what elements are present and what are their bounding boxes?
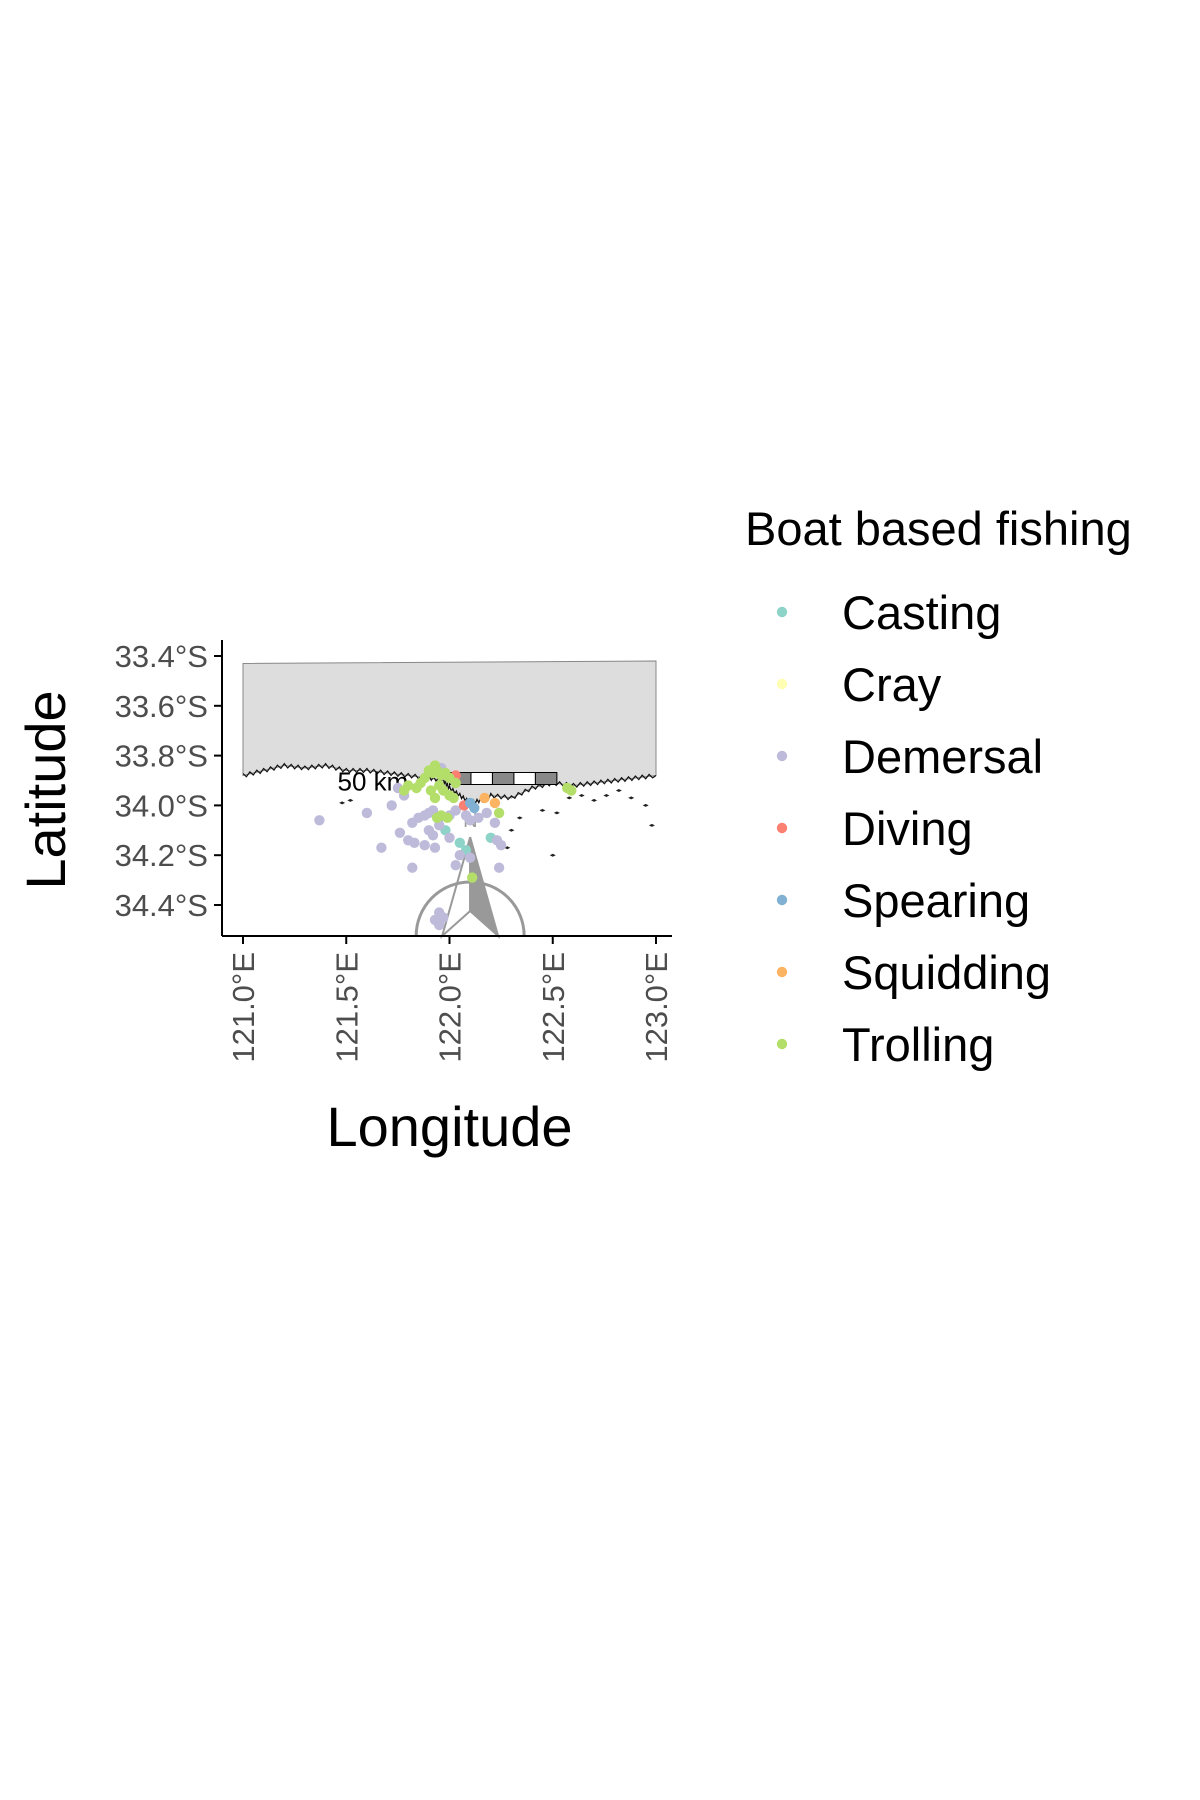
data-point-squidding bbox=[489, 797, 501, 809]
y-axis-title: Latitude bbox=[14, 690, 77, 889]
data-point-demersal bbox=[409, 837, 420, 848]
x-tick-label: 123.0°E bbox=[639, 952, 674, 1063]
legend-title: Boat based fishing bbox=[745, 502, 1132, 555]
point-layer bbox=[314, 760, 577, 931]
axes: 33.4°S 33.6°S 33.8°S 34.0°S 34.2°S 34.4°S 121.… bbox=[14, 639, 674, 1158]
scale-bar-segment bbox=[470, 772, 493, 785]
island bbox=[603, 793, 610, 797]
data-point-demersal bbox=[489, 817, 501, 828]
data-point-demersal bbox=[495, 840, 507, 851]
coastline-islands bbox=[339, 788, 655, 857]
x-tick-label: 121.0°E bbox=[226, 952, 261, 1063]
data-point-trolling bbox=[450, 777, 461, 789]
scale-bar-segment bbox=[534, 772, 558, 785]
legend-key-cray bbox=[776, 678, 788, 690]
data-point-trolling bbox=[467, 872, 478, 883]
island bbox=[591, 798, 598, 802]
data-point-demersal bbox=[419, 840, 430, 851]
y-tick-label: 34.0°S bbox=[115, 788, 208, 823]
data-point-demersal bbox=[376, 842, 387, 853]
x-tick-label: 121.5°E bbox=[329, 952, 364, 1063]
data-point-trolling bbox=[566, 785, 577, 796]
legend-key-trolling bbox=[776, 1038, 788, 1050]
data-point-trolling bbox=[411, 782, 422, 794]
data-point-demersal bbox=[450, 805, 461, 816]
y-tick-label: 34.2°S bbox=[115, 838, 208, 873]
y-tick-label: 34.4°S bbox=[115, 888, 208, 923]
y-tick-label: 33.6°S bbox=[115, 689, 208, 724]
island bbox=[578, 793, 585, 797]
data-point-demersal bbox=[493, 862, 505, 873]
data-point-trolling bbox=[429, 760, 441, 771]
data-point-squidding bbox=[479, 792, 490, 804]
data-point-demersal bbox=[361, 807, 373, 819]
legend-key-diving bbox=[776, 822, 788, 834]
legend-label-casting: Casting bbox=[842, 586, 1001, 639]
scale-bar-segment bbox=[491, 772, 515, 785]
legend-label-demersal: Demersal bbox=[842, 730, 1043, 783]
scale-bar-segment bbox=[513, 772, 536, 785]
data-point-demersal bbox=[429, 842, 441, 853]
island bbox=[566, 796, 573, 800]
legend-label-diving: Diving bbox=[842, 802, 973, 855]
island bbox=[549, 853, 556, 857]
island bbox=[516, 816, 523, 820]
legend-label-trolling: Trolling bbox=[842, 1018, 994, 1071]
legend-label-squidding: Squidding bbox=[842, 946, 1051, 999]
data-point-demersal bbox=[386, 800, 397, 811]
island bbox=[508, 828, 515, 832]
data-point-demersal bbox=[473, 812, 484, 823]
legend-key-demersal bbox=[776, 750, 788, 762]
data-point-trolling bbox=[448, 792, 459, 804]
island bbox=[553, 811, 560, 815]
legend-key-casting bbox=[776, 606, 788, 618]
data-point-demersal bbox=[314, 815, 325, 826]
data-point-demersal bbox=[434, 919, 445, 931]
data-point-demersal bbox=[464, 852, 476, 863]
island bbox=[615, 788, 622, 792]
legend-label-cray: Cray bbox=[842, 658, 942, 711]
island bbox=[539, 808, 546, 812]
scale-bar: 50 km bbox=[338, 767, 558, 797]
island bbox=[339, 801, 346, 805]
legend-key-squidding bbox=[776, 966, 788, 978]
legend-key-spearing bbox=[776, 894, 788, 906]
island bbox=[347, 798, 354, 802]
data-point-demersal bbox=[427, 830, 439, 841]
x-tick-label: 122.0°E bbox=[433, 952, 468, 1063]
data-point-demersal bbox=[481, 807, 492, 819]
data-point-trolling bbox=[429, 792, 441, 804]
x-tick-label: 122.5°E bbox=[536, 952, 571, 1063]
data-point-demersal bbox=[407, 862, 418, 873]
data-point-demersal bbox=[450, 860, 461, 871]
data-point-demersal bbox=[394, 827, 406, 838]
y-tick-label: 33.4°S bbox=[115, 639, 208, 674]
data-point-casting bbox=[454, 837, 465, 848]
island bbox=[648, 823, 655, 827]
x-axis-title: Longitude bbox=[326, 1095, 572, 1158]
data-point-demersal bbox=[444, 832, 455, 843]
data-point-trolling bbox=[493, 807, 505, 819]
legend: Boat based fishing Casting Cray Demersal Div… bbox=[745, 502, 1132, 1071]
data-point-trolling bbox=[431, 812, 443, 823]
y-tick-label: 33.8°S bbox=[115, 739, 208, 774]
island bbox=[642, 803, 649, 807]
data-point-trolling bbox=[398, 785, 410, 796]
island bbox=[628, 796, 635, 800]
data-point-demersal bbox=[464, 815, 476, 826]
data-point-demersal bbox=[454, 850, 465, 861]
legend-label-spearing: Spearing bbox=[842, 874, 1030, 927]
data-point-spearing bbox=[469, 802, 480, 814]
